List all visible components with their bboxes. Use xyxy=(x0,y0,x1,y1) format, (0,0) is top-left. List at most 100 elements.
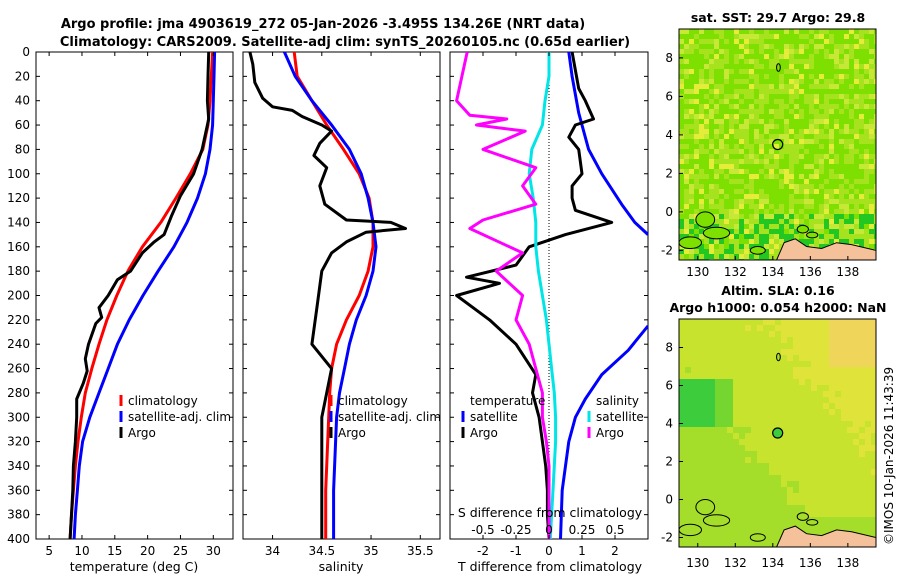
series-line-satellite-adj-clim xyxy=(283,52,378,539)
map-cell xyxy=(835,505,842,512)
map-cell xyxy=(864,79,870,85)
map-cell xyxy=(704,164,710,170)
map-cell xyxy=(679,415,686,422)
map-cell xyxy=(727,367,734,374)
map-cell xyxy=(847,373,854,380)
map-cell xyxy=(697,367,704,374)
map-cell xyxy=(844,214,850,220)
map-cell xyxy=(835,397,842,404)
map-cell xyxy=(714,194,720,200)
map-cell xyxy=(739,159,745,165)
map-cell xyxy=(689,64,695,70)
map-cell xyxy=(853,463,860,470)
map-cell xyxy=(841,361,848,368)
map-cell xyxy=(751,385,758,392)
map-cell xyxy=(699,134,705,140)
map-cell xyxy=(869,204,875,210)
map-cell xyxy=(823,463,830,470)
map-cell xyxy=(789,64,795,70)
map-cell xyxy=(689,94,695,100)
map-cell xyxy=(721,361,728,368)
map-cell xyxy=(835,325,842,332)
map-cell xyxy=(697,355,704,362)
map-lon-tick-label: 134 xyxy=(761,265,784,279)
map-cell xyxy=(799,59,805,65)
map-cell xyxy=(709,239,715,245)
map-cell xyxy=(794,39,800,45)
map-cell xyxy=(859,319,866,326)
map-cell xyxy=(804,104,810,110)
map-cell xyxy=(781,505,788,512)
map-cell xyxy=(841,499,848,506)
map-cell xyxy=(853,379,860,386)
map-cell xyxy=(779,54,785,60)
map-cell xyxy=(729,99,735,105)
map-cell xyxy=(679,74,685,80)
map-cell xyxy=(709,349,716,356)
map-cell xyxy=(789,29,795,35)
map-cell xyxy=(824,129,830,135)
map-cell xyxy=(799,379,806,386)
map-cell xyxy=(794,54,800,60)
map-cell xyxy=(865,499,872,506)
map-cell xyxy=(864,134,870,140)
map-cell xyxy=(775,487,782,494)
map-cell xyxy=(754,179,760,185)
map-cell xyxy=(774,114,780,120)
map-cell xyxy=(724,69,730,75)
map-cell xyxy=(781,349,788,356)
map-cell xyxy=(853,331,860,338)
map-cell xyxy=(794,184,800,190)
map-cell xyxy=(814,224,820,230)
map-cell xyxy=(769,194,775,200)
map-cell xyxy=(789,94,795,100)
map-cell xyxy=(871,499,876,506)
map-cell xyxy=(784,194,790,200)
map-cell xyxy=(817,409,824,416)
map-cell xyxy=(751,325,758,332)
map-cell xyxy=(779,229,785,235)
map-cell xyxy=(787,343,794,350)
map-cell xyxy=(869,59,875,65)
map-cell xyxy=(703,463,710,470)
map-cell xyxy=(859,343,866,350)
map-cell xyxy=(793,361,800,368)
island xyxy=(776,352,781,362)
map-cell xyxy=(739,367,746,374)
map-cell xyxy=(763,487,770,494)
map-cell xyxy=(697,409,704,416)
map-cell xyxy=(751,367,758,374)
map-cell xyxy=(715,499,722,506)
map-cell xyxy=(763,331,770,338)
series-line-t-satellite xyxy=(567,52,648,236)
map-cell xyxy=(719,69,725,75)
map-cell xyxy=(864,199,870,205)
map-cell xyxy=(799,421,806,428)
map-cell xyxy=(769,114,775,120)
map-cell xyxy=(739,397,746,404)
map-cell xyxy=(774,184,780,190)
map-cell xyxy=(781,439,788,446)
map-cell xyxy=(734,199,740,205)
map-cell xyxy=(691,427,698,434)
map-cell xyxy=(824,74,830,80)
map-cell xyxy=(844,139,850,145)
map-cell xyxy=(793,337,800,344)
map-lon-tick-label: 138 xyxy=(836,265,859,279)
map-lon-tick-label: 130 xyxy=(686,556,709,570)
map-cell xyxy=(703,319,710,326)
map-cell xyxy=(839,234,845,240)
map-cell xyxy=(757,415,764,422)
map-cell xyxy=(834,189,840,195)
map-cell xyxy=(784,39,790,45)
map-cell xyxy=(751,457,758,464)
map-cell xyxy=(739,487,746,494)
map-cell xyxy=(719,119,725,125)
map-cell xyxy=(721,511,728,518)
map-cell xyxy=(789,114,795,120)
map-cell xyxy=(764,249,770,255)
map-cell xyxy=(699,184,705,190)
map-cell xyxy=(829,209,835,215)
map-cell xyxy=(744,39,750,45)
map-cell xyxy=(729,164,735,170)
